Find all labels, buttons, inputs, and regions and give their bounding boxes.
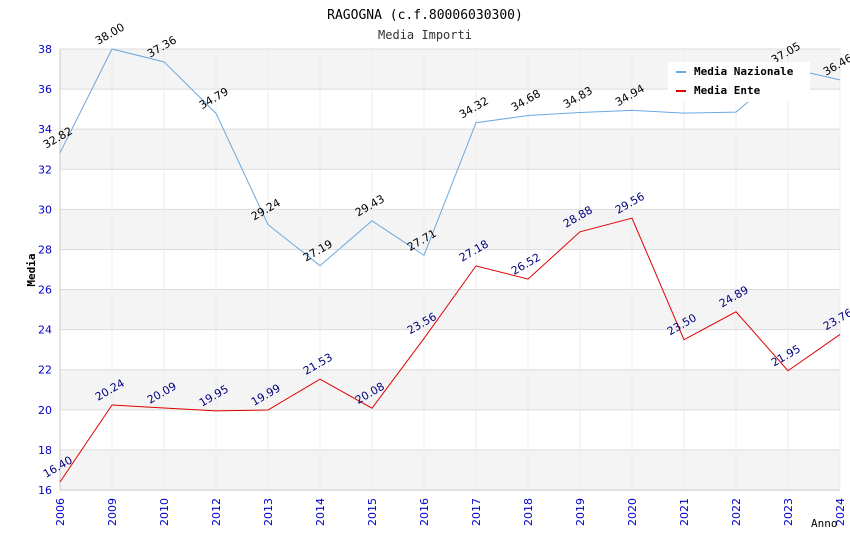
y-tick-label: 26 (38, 284, 52, 297)
series-line-media-nazionale (59, 48, 841, 267)
x-tick-label: 2013 (262, 498, 275, 526)
x-tick-label: 2014 (314, 498, 327, 526)
plot-band (60, 249, 840, 290)
plot-band (60, 409, 840, 450)
x-tick-label: 2009 (106, 498, 119, 526)
x-tick-label: 2006 (54, 498, 67, 526)
chart-subtitle: Media Importi (378, 28, 472, 42)
x-tick-label: 2015 (366, 498, 379, 526)
y-tick-label: 38 (38, 43, 52, 56)
x-axis-tick-labels: 2006 2009 2010 2012 2013 2014 2015 2016 2017 2018… (54, 498, 847, 526)
y-tick-label: 20 (38, 404, 52, 417)
series-line-media-ente (59, 217, 841, 483)
chart-title: RAGOGNA (c.f.80006030300) (327, 8, 523, 23)
x-axis-label: Anno (811, 517, 838, 530)
y-tick-label: 32 (38, 163, 52, 176)
y-axis-tick-labels: 16 18 20 22 24 26 28 30 32 34 36 38 (38, 43, 52, 497)
y-tick-label: 22 (38, 364, 52, 377)
x-tick-label: 2023 (782, 498, 795, 526)
y-tick-label: 28 (38, 243, 52, 256)
plot-band (60, 209, 840, 250)
plot-background-bands (60, 49, 840, 490)
data-label: 38.00 (93, 21, 127, 48)
x-tick-label: 2018 (522, 498, 535, 526)
y-tick-label: 18 (38, 444, 52, 457)
y-tick-label: 24 (38, 324, 52, 337)
legend-box (668, 62, 810, 102)
series-lines (59, 48, 841, 483)
plot-band (60, 449, 840, 490)
y-tick-label: 36 (38, 83, 52, 96)
legend-label-media-nazionale: Media Nazionale (694, 65, 794, 78)
x-tick-label: 2017 (470, 498, 483, 526)
x-tick-label: 2020 (626, 498, 639, 526)
gridlines (59, 48, 841, 491)
x-tick-label: 2022 (730, 498, 743, 526)
legend-label-media-ente: Media Ente (694, 84, 761, 97)
plot-band (60, 369, 840, 410)
y-tick-label: 30 (38, 203, 52, 216)
x-tick-label: 2019 (574, 498, 587, 526)
x-tick-label: 2016 (418, 498, 431, 526)
x-tick-label: 2012 (210, 498, 223, 526)
y-axis-label: Media (25, 253, 38, 286)
plot-band (60, 129, 840, 170)
y-tick-label: 16 (38, 484, 52, 497)
plot-band (60, 329, 840, 370)
legend: Media Nazionale Media Ente (668, 62, 810, 102)
x-tick-label: 2021 (678, 498, 691, 526)
x-tick-label: 2010 (158, 498, 171, 526)
y-tick-label: 34 (38, 123, 52, 136)
x-tick-label: 2024 (834, 498, 847, 526)
plot-band (60, 289, 840, 330)
